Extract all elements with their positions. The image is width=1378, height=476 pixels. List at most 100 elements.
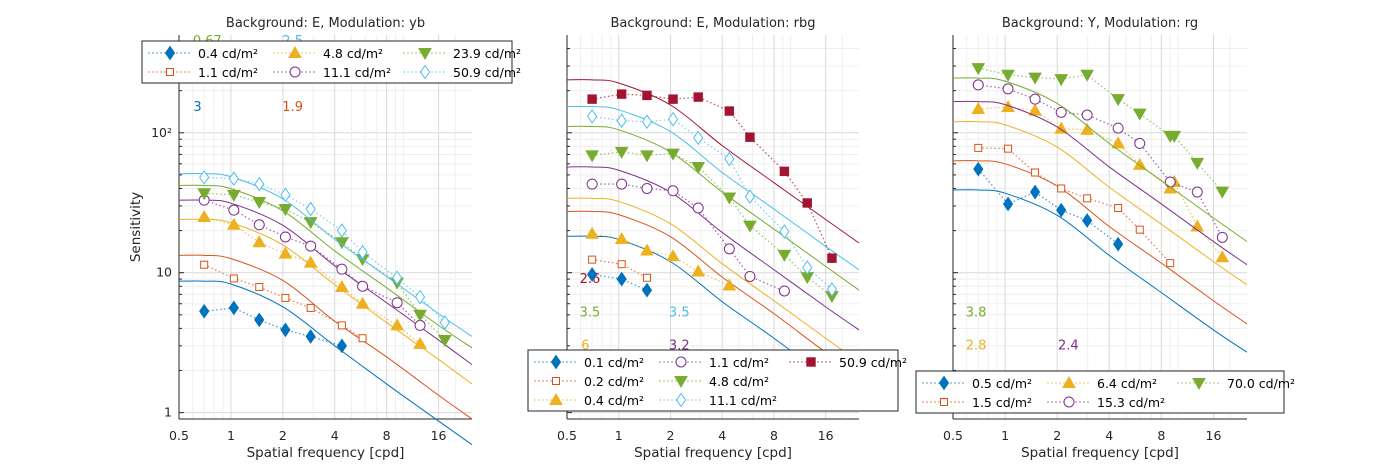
- x-tick-label: 4: [718, 428, 726, 443]
- legend: 0.5 cd/m² 1.5 cd/m² 6.4 cd/m² 15.3 cd/m² 70.…: [915, 370, 1295, 414]
- data-point: [667, 111, 679, 127]
- x-tick-label: 0.5: [557, 428, 577, 443]
- data-point: [199, 170, 210, 185]
- data-point: [228, 204, 240, 216]
- x-tick-label: 8: [1157, 428, 1165, 443]
- legend-item[interactable]: 6.4 cd/m²: [1047, 375, 1157, 391]
- series-1: [952, 161, 1248, 353]
- legend-item[interactable]: 1.1 cd/m²: [659, 355, 769, 370]
- data-point: [1166, 259, 1175, 268]
- data-point: [585, 226, 599, 239]
- legend-marker: [164, 45, 176, 61]
- data-point: [802, 198, 812, 208]
- legend-item[interactable]: 0.5 cd/m²: [922, 375, 1032, 391]
- data-point: [280, 187, 291, 203]
- x-tick-label: 0.5: [169, 428, 189, 443]
- data-point: [1001, 99, 1015, 112]
- legend-item[interactable]: 0.4 cd/m²: [148, 45, 258, 61]
- data-point: [1135, 225, 1144, 234]
- data-point: [668, 94, 678, 104]
- annotation-label: 3.5: [669, 305, 690, 320]
- legend-item[interactable]: 1.5 cd/m²: [922, 395, 1032, 410]
- data-point: [724, 106, 735, 116]
- y-tick-label: 10: [156, 265, 172, 280]
- data-point: [778, 285, 790, 297]
- legend-item[interactable]: 50.9 cd/m²: [789, 355, 907, 370]
- legend-item[interactable]: 70.0 cd/m²: [1177, 376, 1295, 391]
- legend-marker: [166, 68, 174, 76]
- legend-marker: [1192, 378, 1206, 391]
- x-tick-label: 16: [1206, 428, 1222, 443]
- data-line: [591, 233, 730, 287]
- data-point: [226, 217, 241, 230]
- data-point: [802, 260, 813, 275]
- x-tick-label: 8: [770, 428, 778, 443]
- data-point: [1134, 137, 1146, 149]
- data-point: [1082, 213, 1093, 228]
- data-point: [827, 253, 837, 263]
- legend-item[interactable]: 23.9 cd/m²: [403, 46, 521, 61]
- panel-3: 0.5 1 2 4 8 16 Background: Y, Modulation: rg Sp…: [915, 16, 1295, 461]
- x-tick-label: 2: [666, 428, 674, 443]
- data-point: [335, 237, 349, 250]
- data-point: [722, 192, 737, 205]
- legend-label: 11.1 cd/m²: [323, 65, 391, 80]
- data-point: [1111, 136, 1125, 149]
- data-point: [641, 182, 653, 194]
- fit-curve: [952, 189, 1248, 353]
- legend-item[interactable]: 4.8 cd/m²: [659, 374, 769, 389]
- legend-item[interactable]: 0.4 cd/m²: [534, 392, 644, 408]
- data-point: [587, 267, 598, 282]
- x-tick-label: 2: [279, 428, 287, 443]
- data-point: [336, 223, 347, 238]
- x-tick-label: 1: [227, 428, 235, 443]
- legend-item[interactable]: 1.1 cd/m²: [148, 65, 258, 80]
- data-point: [228, 171, 239, 187]
- data-point: [667, 185, 679, 197]
- legend-item[interactable]: 11.1 cd/m²: [273, 65, 391, 80]
- legend-label: 70.0 cd/m²: [1227, 376, 1295, 391]
- data-point: [229, 274, 238, 283]
- data-point: [1164, 176, 1176, 188]
- legend-item[interactable]: 4.8 cd/m²: [273, 45, 383, 61]
- data-point: [1190, 219, 1205, 232]
- legend-label: 0.1 cd/m²: [584, 355, 644, 370]
- data-point: [826, 281, 838, 297]
- legend-marker: [289, 66, 301, 78]
- data-point: [1056, 202, 1067, 218]
- legend-box: [141, 40, 513, 84]
- data-point: [1191, 186, 1203, 198]
- data-point: [1083, 194, 1092, 203]
- data-point: [337, 321, 346, 330]
- legend-item[interactable]: 0.2 cd/m²: [534, 374, 644, 389]
- series-4: [952, 79, 1248, 266]
- data-point: [1215, 250, 1230, 263]
- data-point: [1081, 109, 1093, 121]
- legend-item[interactable]: 0.1 cd/m²: [534, 354, 644, 370]
- legend-item[interactable]: 50.9 cd/m²: [403, 64, 521, 80]
- data-point: [1132, 108, 1147, 121]
- data-point: [355, 296, 370, 309]
- data-point: [1111, 94, 1125, 107]
- x-axis-label: Spatial frequency [cpd]: [634, 445, 792, 461]
- data-point: [1114, 204, 1123, 213]
- data-point: [197, 188, 212, 201]
- data-point: [1216, 231, 1228, 243]
- grid: [953, 35, 1247, 419]
- data-point: [1028, 103, 1042, 116]
- legend-item[interactable]: 15.3 cd/m²: [1047, 395, 1165, 410]
- legend-item[interactable]: 11.1 cd/m²: [659, 392, 777, 408]
- data-point: [305, 201, 316, 217]
- legend-marker: [806, 357, 816, 367]
- data-point: [228, 300, 239, 316]
- data-point: [303, 255, 318, 268]
- data-point: [617, 260, 626, 269]
- legend-label: 0.4 cd/m²: [198, 46, 258, 61]
- chart-title: Background: E, Modulation: yb: [226, 16, 425, 31]
- fit-curve: [952, 160, 1248, 325]
- data-point: [744, 189, 756, 204]
- data-point: [281, 293, 290, 302]
- x-tick-label: 4: [331, 428, 339, 443]
- series-2: [178, 254, 473, 420]
- legend-label: 4.8 cd/m²: [709, 374, 769, 389]
